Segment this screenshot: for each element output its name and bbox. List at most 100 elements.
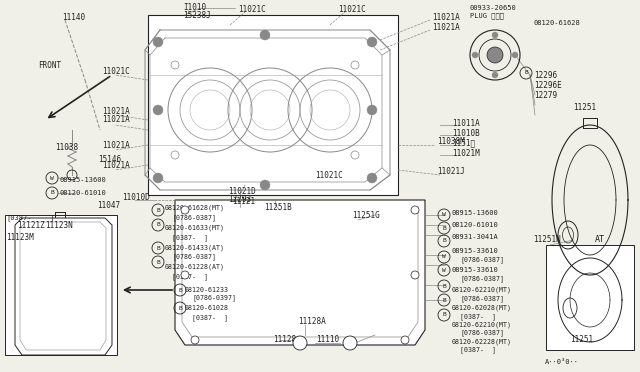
Text: 11123M: 11123M — [6, 234, 34, 243]
Text: 11038M: 11038M — [437, 138, 465, 147]
Text: [0786-0397]: [0786-0397] — [192, 295, 236, 301]
Text: B: B — [442, 238, 446, 244]
Text: 1151ᴇ: 1151ᴇ — [452, 138, 475, 148]
Text: ]: ] — [50, 215, 54, 221]
Text: AT: AT — [595, 235, 605, 244]
Text: W: W — [50, 176, 54, 180]
Text: [0786-0387]: [0786-0387] — [460, 276, 504, 282]
Text: 08915-33610: 08915-33610 — [452, 267, 499, 273]
Bar — [546, 245, 634, 350]
Text: 11251G: 11251G — [352, 211, 380, 219]
Text: B: B — [156, 260, 160, 264]
Circle shape — [487, 47, 503, 63]
Text: 11021C: 11021C — [102, 67, 130, 77]
Text: 11121Z: 11121Z — [17, 221, 45, 231]
Text: 11021A: 11021A — [102, 160, 130, 170]
Text: [0387-: [0387- — [6, 215, 31, 221]
Text: 11047: 11047 — [97, 201, 120, 209]
Text: W: W — [442, 212, 446, 218]
Text: 11251: 11251 — [573, 103, 596, 112]
Text: B: B — [524, 71, 528, 76]
Circle shape — [492, 72, 498, 78]
Text: 11038: 11038 — [55, 144, 78, 153]
Circle shape — [181, 271, 189, 279]
Text: [0387-  ]: [0387- ] — [460, 347, 496, 353]
Text: 12279: 12279 — [534, 90, 557, 99]
Text: [0387-  ]: [0387- ] — [172, 235, 208, 241]
Circle shape — [296, 341, 304, 349]
Circle shape — [472, 52, 478, 58]
Text: 08915-13600: 08915-13600 — [452, 210, 499, 216]
Text: B: B — [156, 208, 160, 212]
Text: B: B — [178, 305, 182, 311]
Text: 11010B: 11010B — [452, 128, 480, 138]
Text: 11121: 11121 — [232, 198, 255, 206]
Text: 11021C: 11021C — [338, 6, 365, 15]
Circle shape — [367, 105, 377, 115]
Text: B: B — [50, 190, 54, 196]
Text: 11128A: 11128A — [298, 317, 326, 327]
Text: 08120-61433(AT): 08120-61433(AT) — [165, 245, 225, 251]
Circle shape — [367, 173, 377, 183]
Text: B: B — [442, 283, 446, 289]
Circle shape — [153, 37, 163, 47]
Text: [0786-0387]: [0786-0387] — [172, 254, 216, 260]
Text: 08120-62028(MT): 08120-62028(MT) — [452, 305, 512, 311]
Text: 00933-20650: 00933-20650 — [470, 5, 516, 11]
Text: B: B — [178, 288, 182, 292]
Circle shape — [492, 32, 498, 38]
Text: PLUG プラグ: PLUG プラグ — [470, 13, 504, 19]
Text: B: B — [442, 312, 446, 317]
Text: 08120-61633(MT): 08120-61633(MT) — [165, 225, 225, 231]
Text: [0786-0387]: [0786-0387] — [460, 296, 504, 302]
Text: B: B — [442, 298, 446, 302]
Text: 15238J: 15238J — [183, 12, 211, 20]
Circle shape — [411, 206, 419, 214]
Text: 11123N: 11123N — [45, 221, 73, 231]
Text: 11021J: 11021J — [437, 167, 465, 176]
Circle shape — [153, 105, 163, 115]
Text: FRONT: FRONT — [38, 61, 61, 70]
Circle shape — [512, 52, 518, 58]
Text: 08915-13600: 08915-13600 — [60, 177, 107, 183]
Text: 08120-61028: 08120-61028 — [185, 305, 229, 311]
Text: 08931-3041A: 08931-3041A — [452, 234, 499, 240]
Text: 08120-62228(MT): 08120-62228(MT) — [452, 339, 512, 345]
Text: 11021D: 11021D — [228, 187, 256, 196]
Text: 12293: 12293 — [228, 196, 251, 205]
Text: [0786-0387]: [0786-0387] — [460, 330, 504, 336]
Text: 11021A: 11021A — [102, 115, 130, 125]
Text: 08120-61228(AT): 08120-61228(AT) — [165, 264, 225, 270]
Text: 11140: 11140 — [62, 13, 85, 22]
Text: 08120-61010: 08120-61010 — [60, 190, 107, 196]
Text: 11251B: 11251B — [264, 203, 292, 212]
Text: B: B — [156, 246, 160, 250]
Text: [0786-0387]: [0786-0387] — [460, 257, 504, 263]
Polygon shape — [175, 200, 425, 345]
Text: 08120-61010: 08120-61010 — [452, 222, 499, 228]
Circle shape — [260, 30, 270, 40]
Circle shape — [260, 180, 270, 190]
Circle shape — [401, 336, 409, 344]
Text: [0387-  ]: [0387- ] — [460, 314, 496, 320]
Circle shape — [343, 336, 357, 350]
Circle shape — [153, 173, 163, 183]
Text: [0387-  ]: [0387- ] — [172, 274, 208, 280]
Text: 12296E: 12296E — [534, 80, 562, 90]
Text: 11128: 11128 — [273, 336, 296, 344]
Text: 12296: 12296 — [534, 71, 557, 80]
Text: I1010: I1010 — [183, 3, 206, 13]
Text: B: B — [442, 225, 446, 231]
Text: 11251: 11251 — [570, 336, 593, 344]
Text: W: W — [442, 267, 446, 273]
Bar — [5, 215, 117, 355]
Text: 11110: 11110 — [316, 336, 339, 344]
Text: 11021M: 11021M — [452, 148, 480, 157]
Text: [0387-  ]: [0387- ] — [192, 315, 228, 321]
Text: 11021C: 11021C — [238, 6, 266, 15]
Text: 15146: 15146 — [98, 155, 121, 164]
Text: 08120-61628: 08120-61628 — [534, 20, 580, 26]
Text: 08120-62210(MT): 08120-62210(MT) — [452, 287, 512, 293]
Text: A··0³0··: A··0³0·· — [545, 359, 579, 365]
Text: W: W — [442, 254, 446, 260]
